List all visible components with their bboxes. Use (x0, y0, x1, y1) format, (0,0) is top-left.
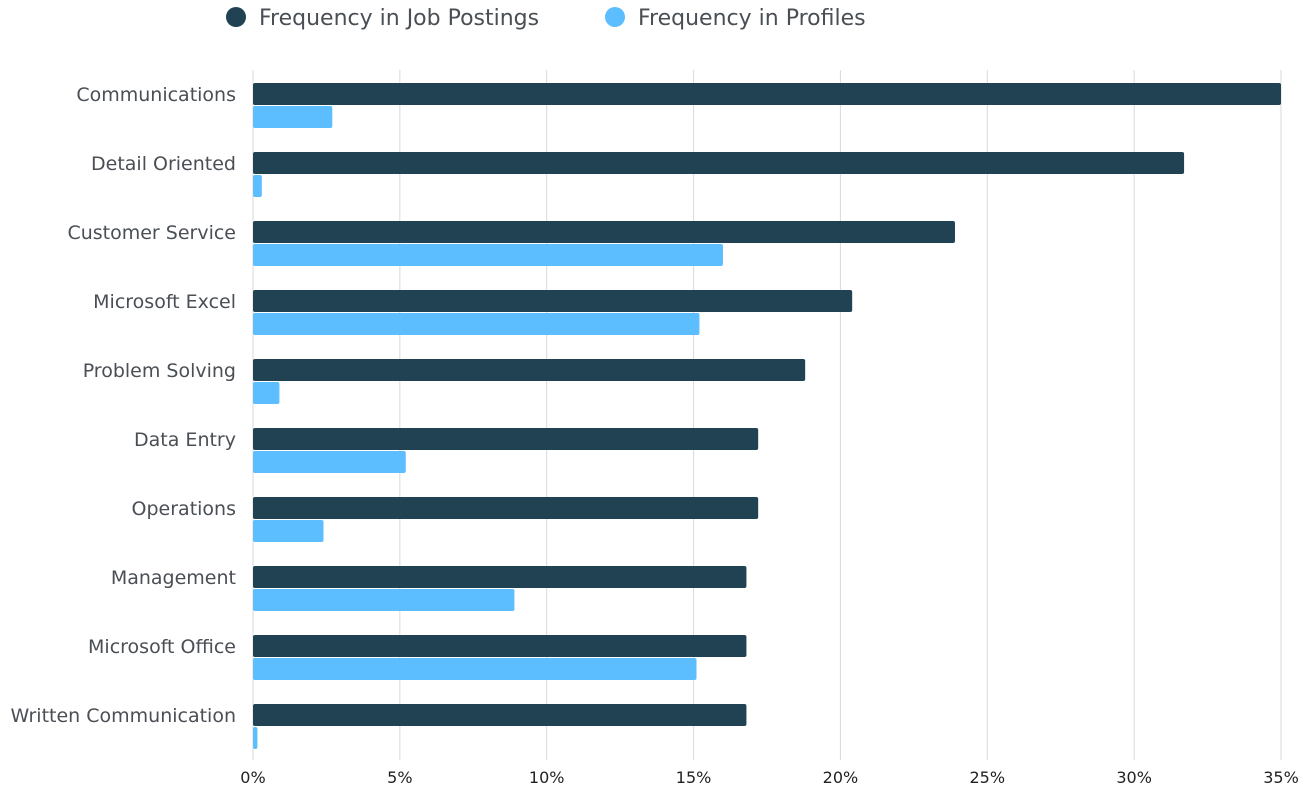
legend: Frequency in Job Postings Frequency in P… (226, 6, 866, 31)
category-labels: Communications Detail Oriented Customer Se… (11, 84, 236, 727)
bar-job-postings (253, 635, 747, 657)
category-label: Customer Service (67, 222, 236, 244)
x-tick-label: 35% (1263, 768, 1299, 787)
bar-job-postings (253, 428, 759, 450)
legend-marker-job-postings (226, 7, 246, 27)
x-tick-label: 15% (676, 768, 712, 787)
bar-job-postings (253, 83, 1281, 105)
bar-profiles (253, 382, 280, 404)
x-axis-tick-labels: 0% 5% 10% 15% 20% 25% 30% 35% (240, 768, 1298, 787)
x-tick-label: 30% (1116, 768, 1152, 787)
legend-label-job-postings: Frequency in Job Postings (259, 6, 539, 31)
category-label: Operations (132, 498, 236, 520)
bar-profiles (253, 313, 700, 335)
x-tick-label: 20% (823, 768, 859, 787)
category-label: Microsoft Excel (93, 291, 236, 313)
category-label: Problem Solving (83, 360, 236, 382)
x-tick-label: 10% (529, 768, 565, 787)
category-label: Data Entry (134, 429, 236, 451)
bar-job-postings (253, 152, 1185, 174)
x-tick-label: 0% (240, 768, 265, 787)
category-label: Communications (76, 84, 236, 106)
bar-profiles (253, 244, 723, 266)
category-label: Detail Oriented (91, 153, 236, 175)
bar-profiles (253, 106, 333, 128)
bar-profiles (253, 175, 262, 197)
bar-profiles (253, 589, 515, 611)
bar-job-postings (253, 497, 759, 519)
bar-job-postings (253, 704, 747, 726)
bar-profiles (253, 727, 258, 749)
category-label: Microsoft Office (88, 636, 236, 658)
bar-job-postings (253, 566, 747, 588)
bar-profiles (253, 520, 324, 542)
bar-job-postings (253, 359, 806, 381)
x-tick-label: 5% (387, 768, 412, 787)
gridlines (252, 70, 1282, 760)
x-tick-label: 25% (970, 768, 1006, 787)
bar-profiles (253, 451, 406, 473)
bar-job-postings (253, 221, 955, 243)
bar-job-postings (253, 290, 853, 312)
legend-marker-profiles (605, 7, 625, 27)
bar-profiles (253, 658, 697, 680)
category-label: Management (111, 567, 236, 589)
bars (253, 83, 1281, 749)
legend-label-profiles: Frequency in Profiles (638, 6, 866, 31)
category-label: Written Communication (11, 705, 236, 727)
